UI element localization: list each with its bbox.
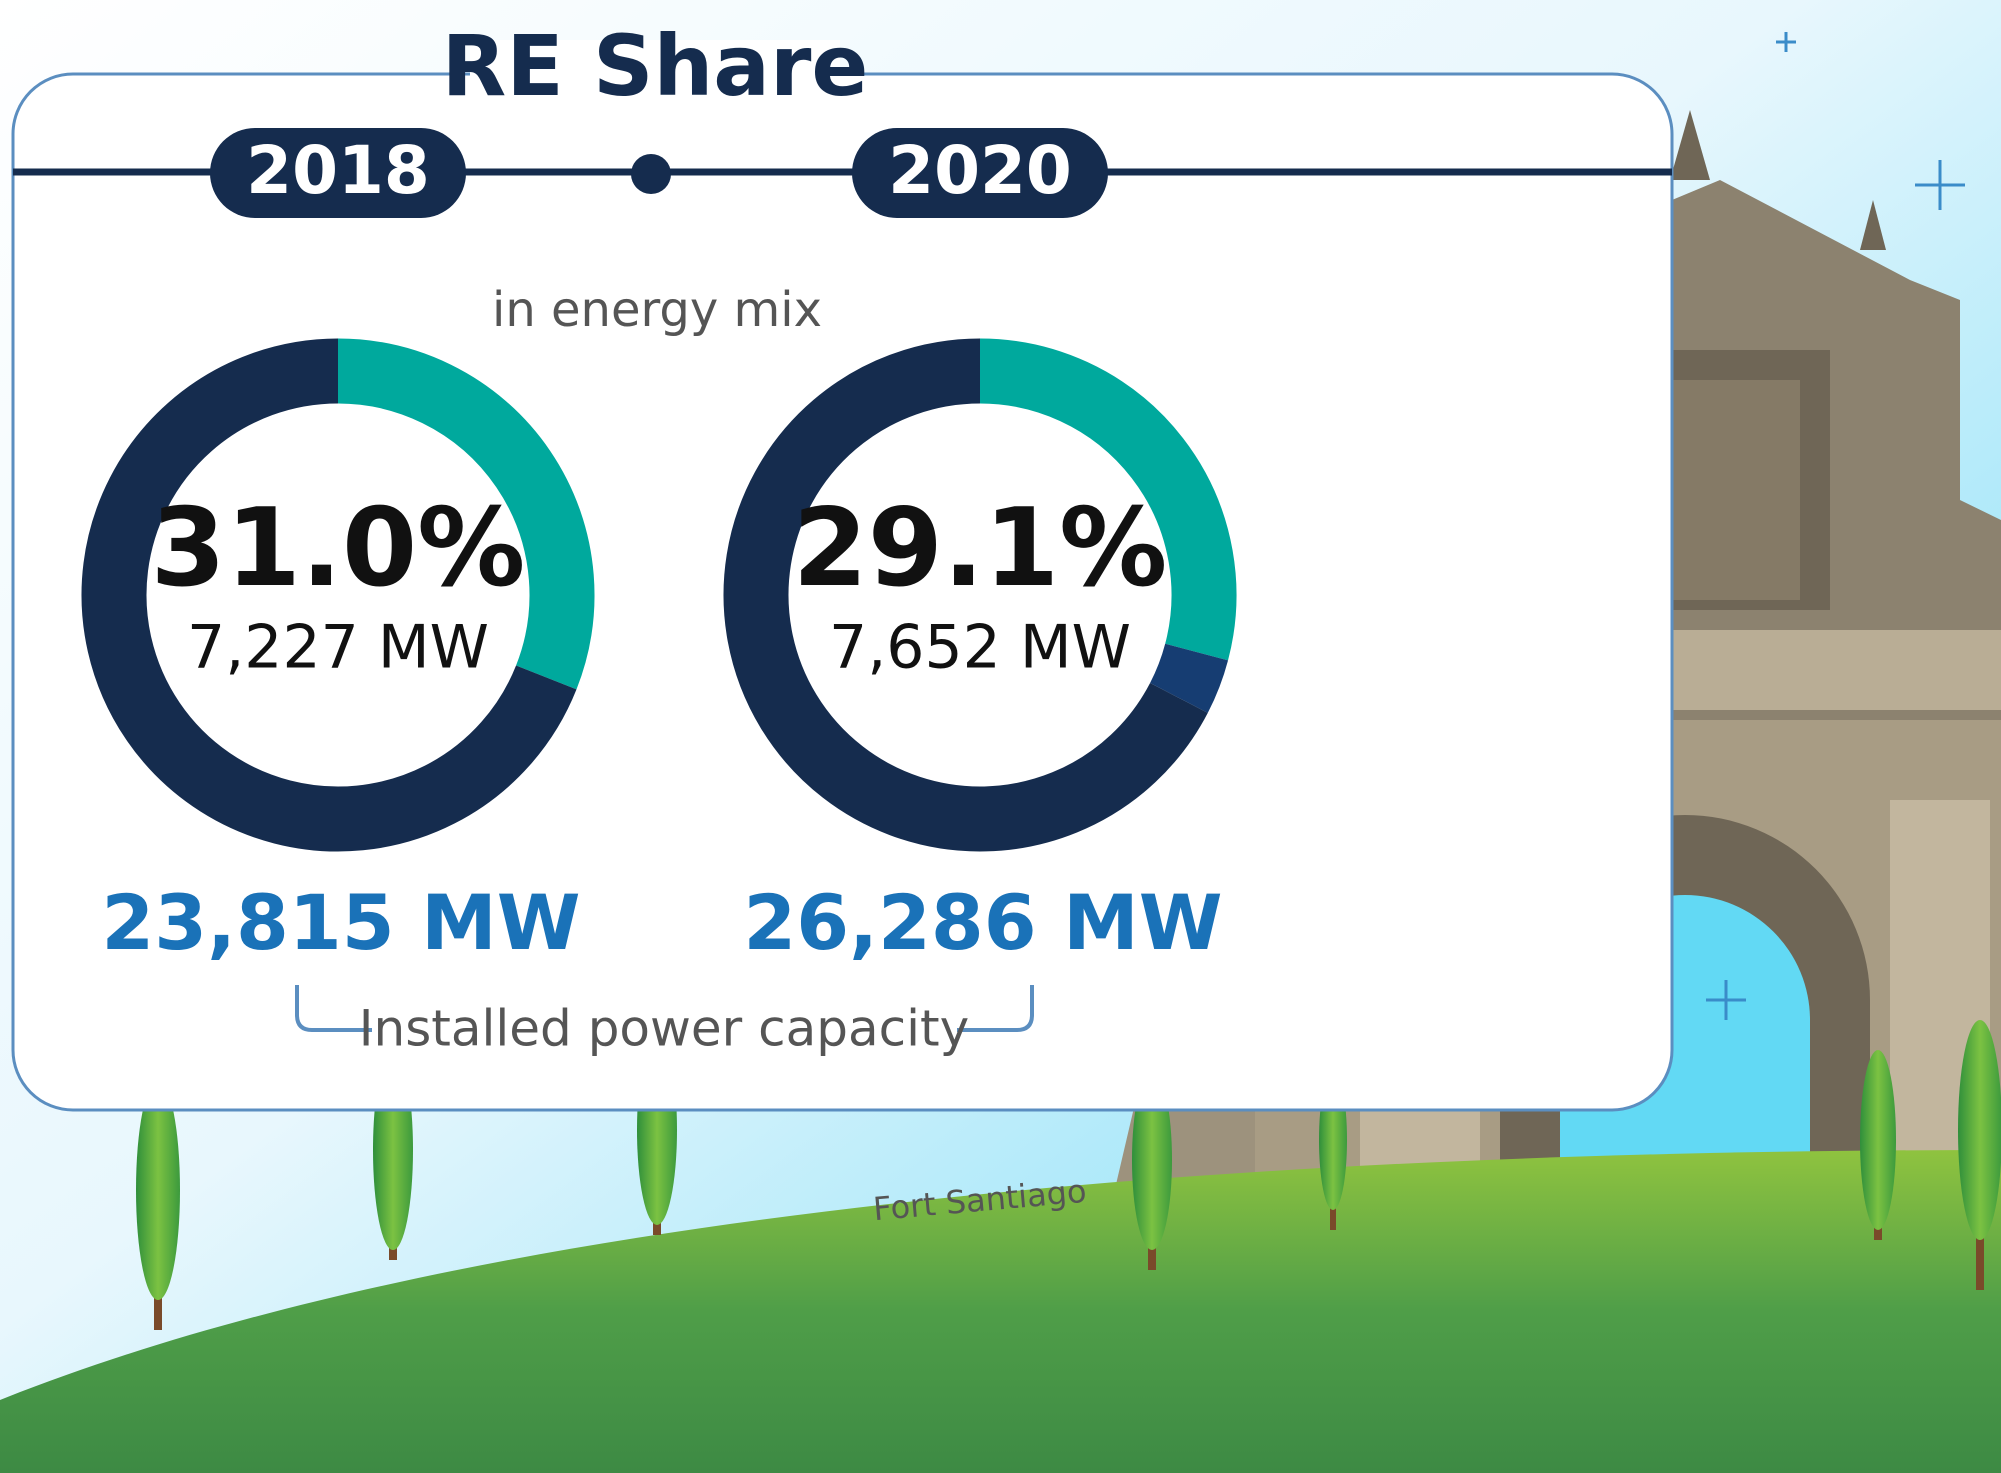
- timeline-dot: [631, 154, 671, 194]
- installed-capacity: 23,815 MW: [101, 878, 580, 967]
- share-label: 31.0%: [151, 486, 526, 611]
- installed-capacity: 26,286 MW: [743, 878, 1222, 967]
- re-capacity: 7,652 MW: [829, 613, 1131, 683]
- year-label: 2020: [888, 132, 1072, 209]
- subtitle: in energy mix: [492, 282, 822, 338]
- year-label: 2018: [246, 132, 430, 209]
- footer-label: Installed power capacity: [359, 1000, 969, 1058]
- re-capacity: 7,227 MW: [187, 613, 489, 683]
- page: {"header": {"title": "RE Share", "subtit…: [0, 0, 2001, 1473]
- title: RE Share: [442, 17, 869, 115]
- share-label: 29.1%: [793, 486, 1168, 611]
- infographic: RE Share in energy mix Installed power c…: [0, 0, 2001, 1473]
- donut-segment: [1179, 652, 1197, 698]
